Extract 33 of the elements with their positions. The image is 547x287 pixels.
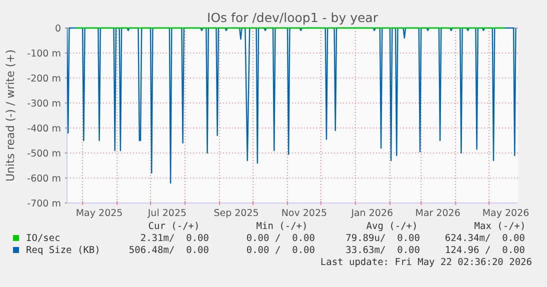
y-axis-title: Units read (-) / write (+): [4, 49, 17, 182]
text: Cur (-/+): [148, 221, 200, 232]
text: 624.34m/ 0.00: [444, 233, 526, 244]
y-tick-label: -600 m: [27, 174, 61, 184]
x-tick-label: May 2025: [76, 208, 123, 219]
legend-label: Req Size (KB): [26, 245, 100, 256]
x-tick-label: Sep 2025: [214, 208, 259, 219]
text: Max (-/+): [474, 221, 526, 232]
text: 0.00 / 0.00: [246, 233, 316, 244]
text: 0.00 / 0.00: [246, 245, 316, 256]
y-tick-label: -700 m: [27, 198, 61, 210]
x-tick-label: Jul 2025: [146, 208, 187, 219]
text: Last update: Fri May 22 02:36:20 2026: [320, 257, 532, 268]
x-tick-label: Mar 2026: [415, 208, 460, 219]
text: Avg (-/+): [366, 221, 418, 232]
text: 506.48m/ 0.00: [128, 245, 210, 256]
x-tick-label: Nov 2025: [281, 208, 328, 219]
y-tick-label: 0: [54, 24, 61, 34]
x-tick-label: Jan 2026: [350, 208, 394, 219]
text: 124.96 / 0.00: [444, 245, 526, 256]
text: 79.89u/ 0.00: [346, 233, 420, 244]
y-tick-label: -200 m: [27, 74, 61, 84]
x-tick-label: May 2026: [482, 208, 530, 219]
y-tick-label: -500 m: [27, 148, 61, 160]
line-series: [67, 27, 516, 184]
legend-label: IO/sec: [26, 233, 60, 244]
y-tick-label: -400 m: [27, 124, 61, 134]
y-tick-label: -300 m: [27, 98, 61, 110]
text: Min (-/+): [256, 221, 308, 232]
chart-title: IOs for /dev/loop1 - by year: [207, 10, 379, 25]
text: 2.31m/ 0.00: [140, 233, 210, 244]
y-tick-label: -100 m: [27, 48, 61, 60]
text: 33.63m/ 0.00: [346, 245, 420, 256]
